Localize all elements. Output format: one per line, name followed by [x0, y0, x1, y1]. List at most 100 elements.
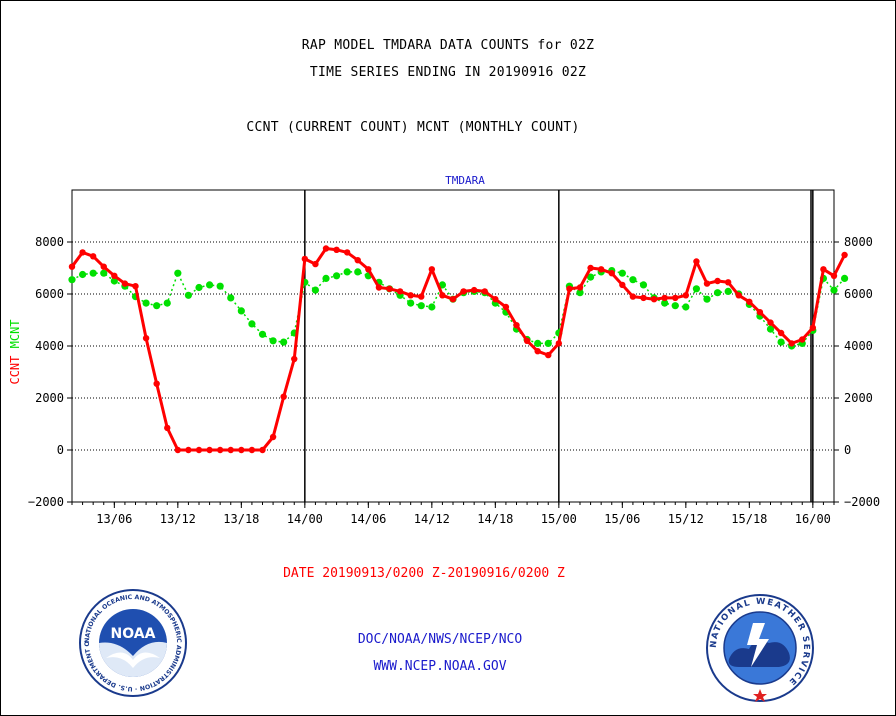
series-line-ccnt	[70, 247, 846, 452]
x-tick-label: 15/12	[668, 512, 704, 526]
data-point-ccnt	[682, 292, 690, 299]
data-point-ccnt	[661, 294, 668, 302]
data-point-ccnt	[386, 285, 393, 292]
data-point-mcnt	[216, 282, 224, 290]
data-point-ccnt	[153, 380, 160, 387]
x-tick-label: 14/12	[414, 512, 450, 526]
data-point-ccnt	[735, 292, 742, 299]
data-point-ccnt	[185, 446, 192, 454]
x-tick-label: 14/18	[477, 512, 513, 526]
x-tick-label: 13/06	[96, 512, 132, 526]
data-point-mcnt	[205, 281, 214, 289]
data-point-mcnt	[576, 289, 584, 297]
data-point-ccnt	[100, 263, 107, 270]
data-point-ccnt	[672, 294, 679, 302]
data-point-ccnt	[322, 245, 330, 252]
data-point-mcnt	[692, 285, 701, 293]
data-point-ccnt	[301, 255, 309, 263]
data-point-ccnt	[703, 280, 711, 287]
data-point-ccnt	[619, 281, 626, 289]
data-point-ccnt	[449, 296, 457, 303]
data-point-ccnt	[396, 288, 404, 295]
data-point-mcnt	[682, 303, 690, 311]
data-point-mcnt	[618, 269, 626, 277]
data-point-mcnt	[354, 268, 362, 276]
x-tick-label: 13/18	[223, 512, 259, 526]
data-point-ccnt	[809, 324, 817, 331]
y-tick-label-right: 0	[844, 443, 851, 457]
y-tick-label-right: 4000	[844, 339, 873, 353]
data-point-ccnt	[333, 246, 340, 253]
data-point-ccnt	[746, 298, 753, 305]
data-point-ccnt	[693, 258, 700, 265]
data-point-mcnt	[671, 302, 679, 310]
data-point-ccnt	[767, 319, 774, 326]
data-point-ccnt	[280, 393, 287, 400]
y-axis-label-ccnt: CCNT	[8, 356, 22, 385]
y-axis-label: CCNT MCNT	[8, 319, 22, 384]
data-point-ccnt	[238, 446, 245, 454]
data-point-ccnt	[121, 280, 129, 287]
panel-label: TMDARA	[445, 174, 485, 187]
data-point-ccnt	[259, 446, 266, 454]
x-tick-label: 14/06	[350, 512, 386, 526]
y-tick-label-left: 0	[57, 443, 64, 457]
data-point-mcnt	[724, 287, 732, 295]
data-point-mcnt	[777, 338, 785, 346]
data-point-ccnt	[608, 270, 615, 277]
data-point-ccnt	[492, 296, 499, 303]
nws-logo: NATIONAL WEATHER SERVICE	[706, 594, 814, 702]
data-point-ccnt	[534, 348, 541, 355]
data-point-ccnt	[68, 263, 76, 270]
y-tick-label-right: 8000	[844, 235, 873, 249]
data-point-ccnt	[407, 292, 414, 299]
data-point-ccnt	[439, 292, 446, 299]
data-point-mcnt	[322, 274, 330, 282]
data-point-ccnt	[206, 446, 213, 454]
data-point-ccnt	[481, 288, 488, 295]
data-point-mcnt	[269, 337, 277, 345]
x-tick-label: 15/06	[604, 512, 640, 526]
data-point-ccnt	[545, 351, 552, 359]
data-point-mcnt	[100, 269, 108, 277]
svg-text:NOAA: NOAA	[111, 626, 156, 642]
data-point-mcnt	[195, 283, 203, 292]
data-point-ccnt	[248, 446, 256, 454]
date-range: DATE 20190913/0200 Z-20190916/0200 Z	[283, 566, 565, 581]
data-point-mcnt	[311, 286, 320, 294]
y-tick-label-left: 2000	[35, 391, 64, 405]
data-point-mcnt	[174, 269, 182, 277]
y-axis-label-mcnt: MCNT	[8, 319, 22, 355]
data-point-ccnt	[111, 272, 118, 279]
x-tick-label: 15/00	[541, 512, 577, 526]
x-tick-label: 15/18	[731, 512, 767, 526]
data-point-ccnt	[576, 284, 584, 291]
data-point-mcnt	[417, 302, 425, 310]
data-point-mcnt	[830, 286, 838, 294]
y-tick-label-left: 6000	[35, 287, 64, 301]
data-point-ccnt	[830, 272, 838, 279]
y-tick-label-left: 4000	[35, 339, 64, 353]
data-point-ccnt	[428, 266, 436, 273]
y-tick-label-right: 2000	[844, 391, 873, 405]
data-point-ccnt	[587, 264, 594, 272]
data-point-ccnt	[227, 446, 234, 454]
data-point-mcnt	[766, 325, 775, 333]
chart-title-line1: RAP MODEL TMDARA DATA COUNTS for 02Z	[301, 38, 595, 53]
data-point-ccnt	[756, 309, 764, 316]
data-point-mcnt	[258, 330, 267, 338]
data-point-mcnt	[227, 294, 235, 302]
data-point-mcnt	[153, 302, 161, 310]
data-point-ccnt	[788, 340, 795, 347]
data-point-ccnt	[714, 277, 721, 285]
data-point-ccnt	[164, 424, 171, 432]
data-point-ccnt	[513, 322, 520, 329]
data-point-mcnt	[544, 339, 552, 347]
data-point-ccnt	[470, 286, 478, 294]
data-point-ccnt	[89, 253, 97, 260]
data-point-ccnt	[799, 336, 806, 343]
data-point-ccnt	[216, 446, 224, 454]
data-point-mcnt	[343, 268, 351, 276]
data-point-mcnt	[280, 338, 288, 346]
data-point-ccnt	[566, 285, 573, 292]
